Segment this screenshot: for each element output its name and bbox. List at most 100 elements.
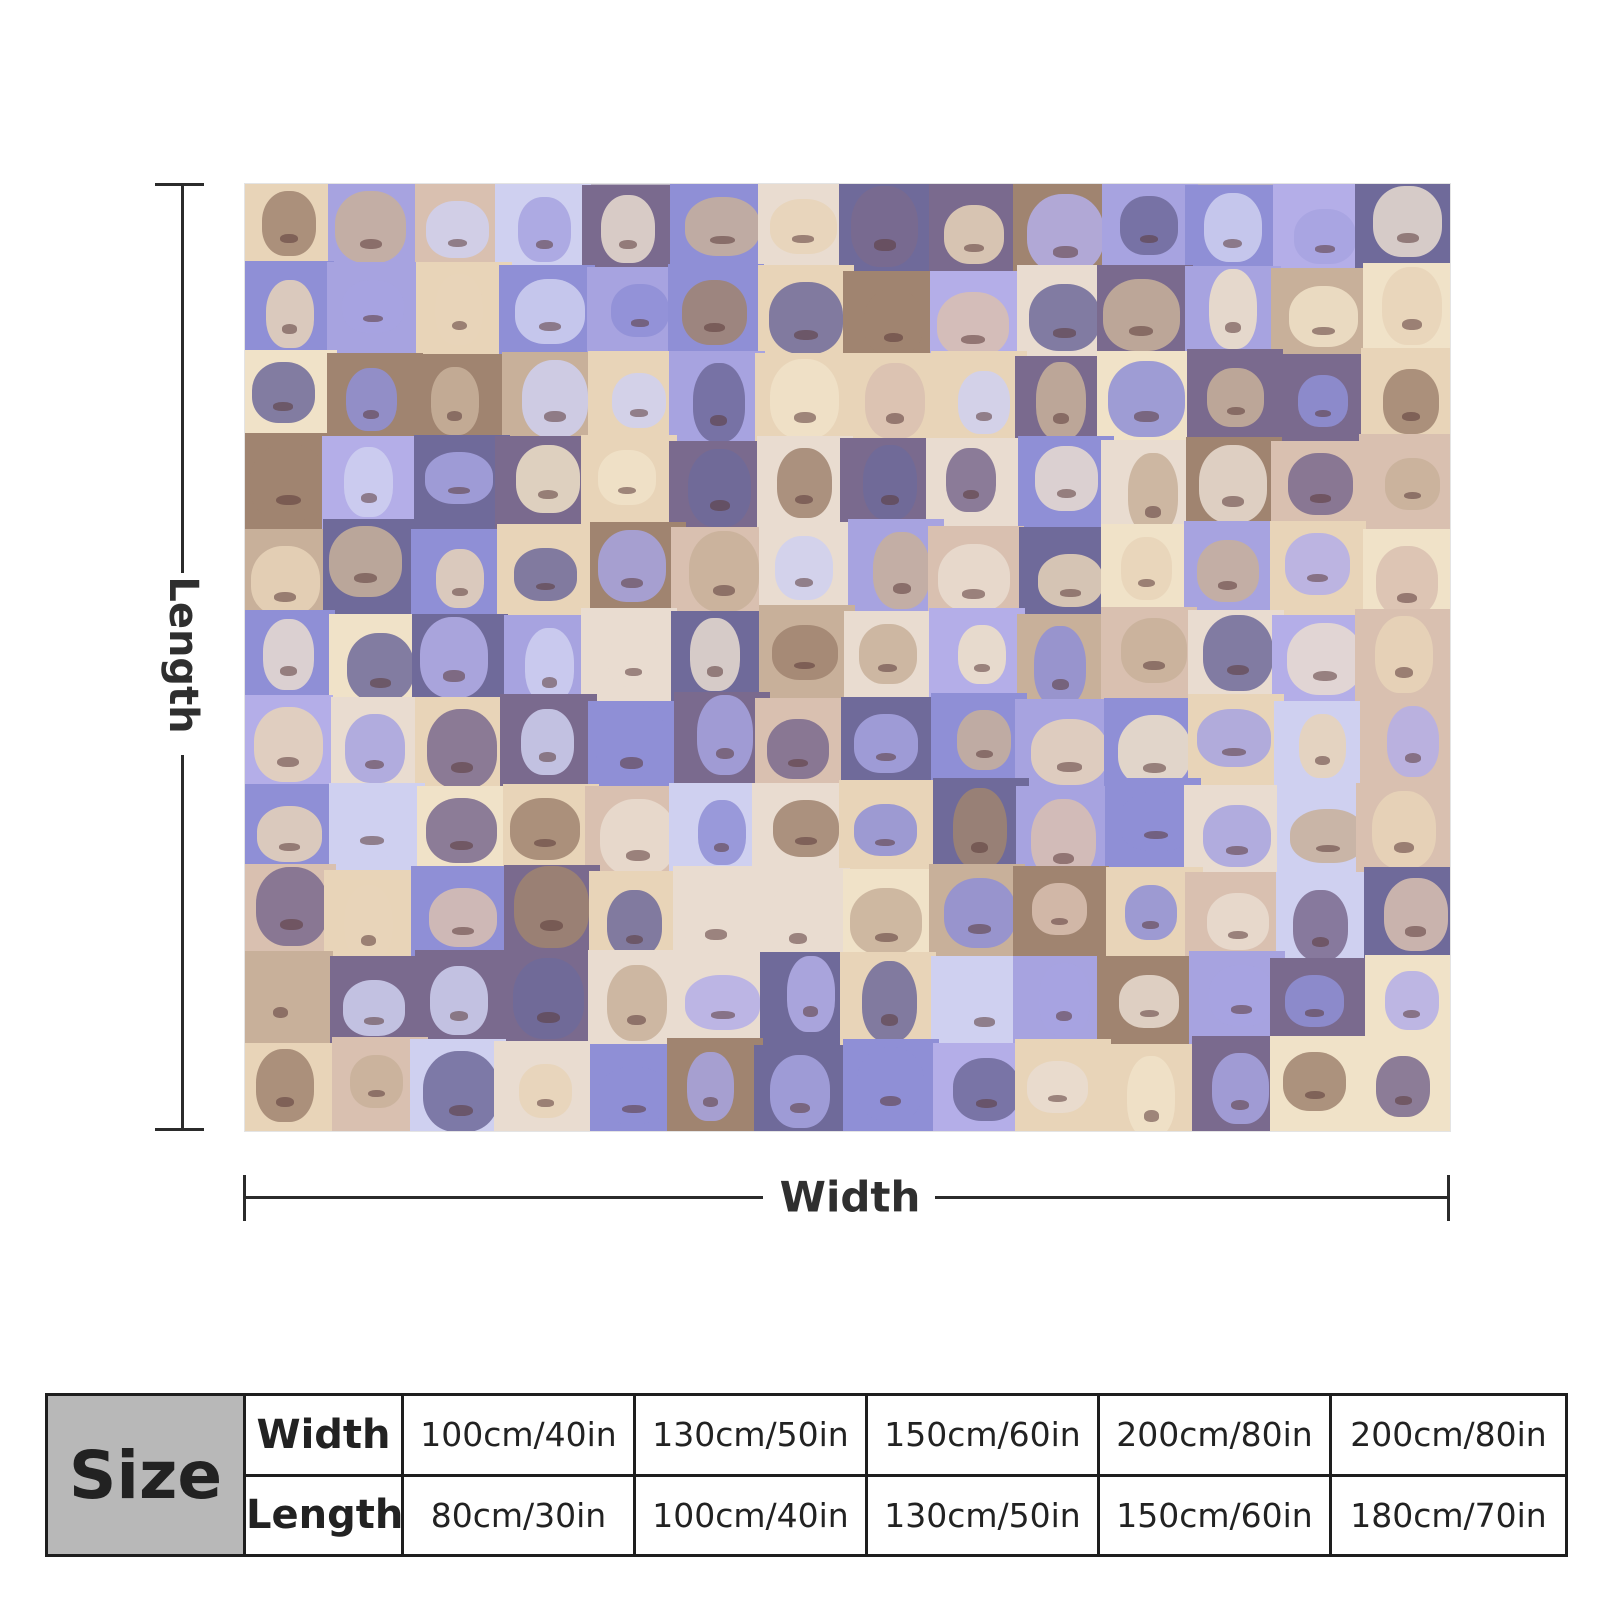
collage-face-shape [769, 1054, 831, 1129]
collage-tile [498, 265, 596, 362]
collage-face-shape [1027, 193, 1104, 274]
collage-mouth-shape [874, 239, 896, 251]
collage-tile [757, 265, 854, 362]
collage-mouth-shape [1403, 1010, 1421, 1019]
collage-face-shape [1202, 805, 1272, 868]
collage-tile [1012, 956, 1109, 1053]
collage-tile [503, 864, 600, 961]
length-value: 130cm/50in [865, 1473, 1100, 1557]
collage-face-shape [429, 965, 489, 1035]
width-label: Width [779, 1172, 921, 1222]
collage-tile [1014, 1039, 1111, 1131]
collage-face-shape [610, 283, 670, 338]
collage-face-shape [686, 1051, 735, 1121]
collage-face-shape [1375, 615, 1433, 694]
collage-face-shape [335, 191, 407, 263]
collage-face-shape [849, 888, 923, 956]
collage-mouth-shape [795, 837, 817, 846]
collage-mouth-shape [1144, 506, 1161, 518]
collage-tile [1185, 437, 1282, 534]
collage-face-shape [1285, 533, 1351, 595]
collage-mouth-shape [1315, 245, 1335, 254]
collage-face-shape [261, 191, 317, 257]
collage-tile [752, 783, 849, 880]
collage-face-shape [937, 543, 1010, 613]
collage-mouth-shape [1128, 326, 1154, 337]
collage-mouth-shape [541, 677, 558, 688]
collage-tile [1015, 355, 1112, 452]
collage-face-shape [342, 980, 406, 1036]
collage-face-shape [1384, 971, 1439, 1031]
collage-tile [589, 522, 686, 619]
collage-tile [672, 866, 769, 963]
collage-face-shape [514, 548, 577, 601]
collage-mouth-shape [535, 239, 553, 249]
collage-mouth-shape [625, 934, 644, 944]
collage-tile [416, 262, 513, 359]
length-indicator-line-top [181, 183, 184, 573]
collage-face-shape [516, 445, 580, 513]
collage-tile [843, 1038, 940, 1131]
collage-mouth-shape [975, 749, 993, 759]
collage-face-shape [689, 617, 741, 692]
collage-tile [669, 184, 766, 275]
collage-face-shape [426, 709, 498, 789]
collage-tile [1269, 1036, 1366, 1131]
collage-face-shape [342, 279, 405, 334]
collage-mouth-shape [360, 836, 385, 846]
collage-face-shape [256, 806, 323, 862]
collage-tile [1097, 955, 1194, 1052]
collage-tile [1097, 264, 1194, 361]
collage-face-shape [1376, 1055, 1431, 1118]
collage-tile [323, 869, 420, 966]
collage-tile [932, 1042, 1029, 1131]
collage-tile [670, 956, 767, 1053]
width-indicator-right-cap [1447, 1175, 1450, 1221]
collage-mouth-shape [1315, 844, 1341, 853]
collage-mouth-shape [451, 927, 474, 936]
collage-tile [1017, 614, 1114, 711]
collage-face-shape [1197, 708, 1272, 768]
collage-face-shape [344, 446, 394, 518]
collage-mouth-shape [535, 583, 556, 591]
width-indicator-line-left [243, 1196, 763, 1199]
collage-mouth-shape [1056, 489, 1077, 499]
collage-mouth-shape [710, 1011, 735, 1019]
collage-face-shape [786, 956, 835, 1032]
collage-face-shape [521, 359, 589, 438]
collage-face-shape [430, 366, 479, 435]
collage-tile [1358, 434, 1450, 531]
collage-tile [1188, 693, 1285, 790]
collage-mouth-shape [443, 670, 466, 682]
collage-mouth-shape [1307, 573, 1329, 583]
collage-face-shape [262, 619, 314, 691]
collage-mouth-shape [794, 578, 814, 588]
collage-tile [1273, 184, 1370, 280]
collage-tile [1361, 348, 1450, 445]
collage-face-shape [957, 710, 1012, 771]
collage-mouth-shape [282, 324, 298, 334]
collage-face-shape [1102, 279, 1180, 351]
collage-face-shape [250, 443, 328, 521]
collage-tile [1359, 1043, 1450, 1131]
collage-mouth-shape [630, 409, 648, 418]
collage-face-shape [1209, 964, 1275, 1027]
collage-tile [759, 605, 856, 702]
width-value: 200cm/80in [1329, 1393, 1568, 1477]
collage-tile [1270, 267, 1367, 364]
size-table: Size Width 100cm/40in 130cm/50in 150cm/6… [45, 1393, 1568, 1557]
collage-tile [1359, 698, 1450, 795]
collage-face-shape [1382, 266, 1442, 346]
collage-mouth-shape [974, 663, 990, 673]
collage-face-shape [510, 797, 581, 860]
collage-tile [674, 691, 771, 788]
collage-mouth-shape [1222, 747, 1246, 756]
collage-face-shape [607, 631, 660, 687]
collage-mouth-shape [451, 320, 467, 331]
collage-face-shape [775, 536, 833, 600]
collage-face-shape [426, 201, 489, 259]
collage-mouth-shape [1053, 413, 1070, 425]
collage-tile [330, 696, 427, 793]
collage-mouth-shape [1143, 1110, 1159, 1122]
collage-tile [1102, 184, 1199, 272]
